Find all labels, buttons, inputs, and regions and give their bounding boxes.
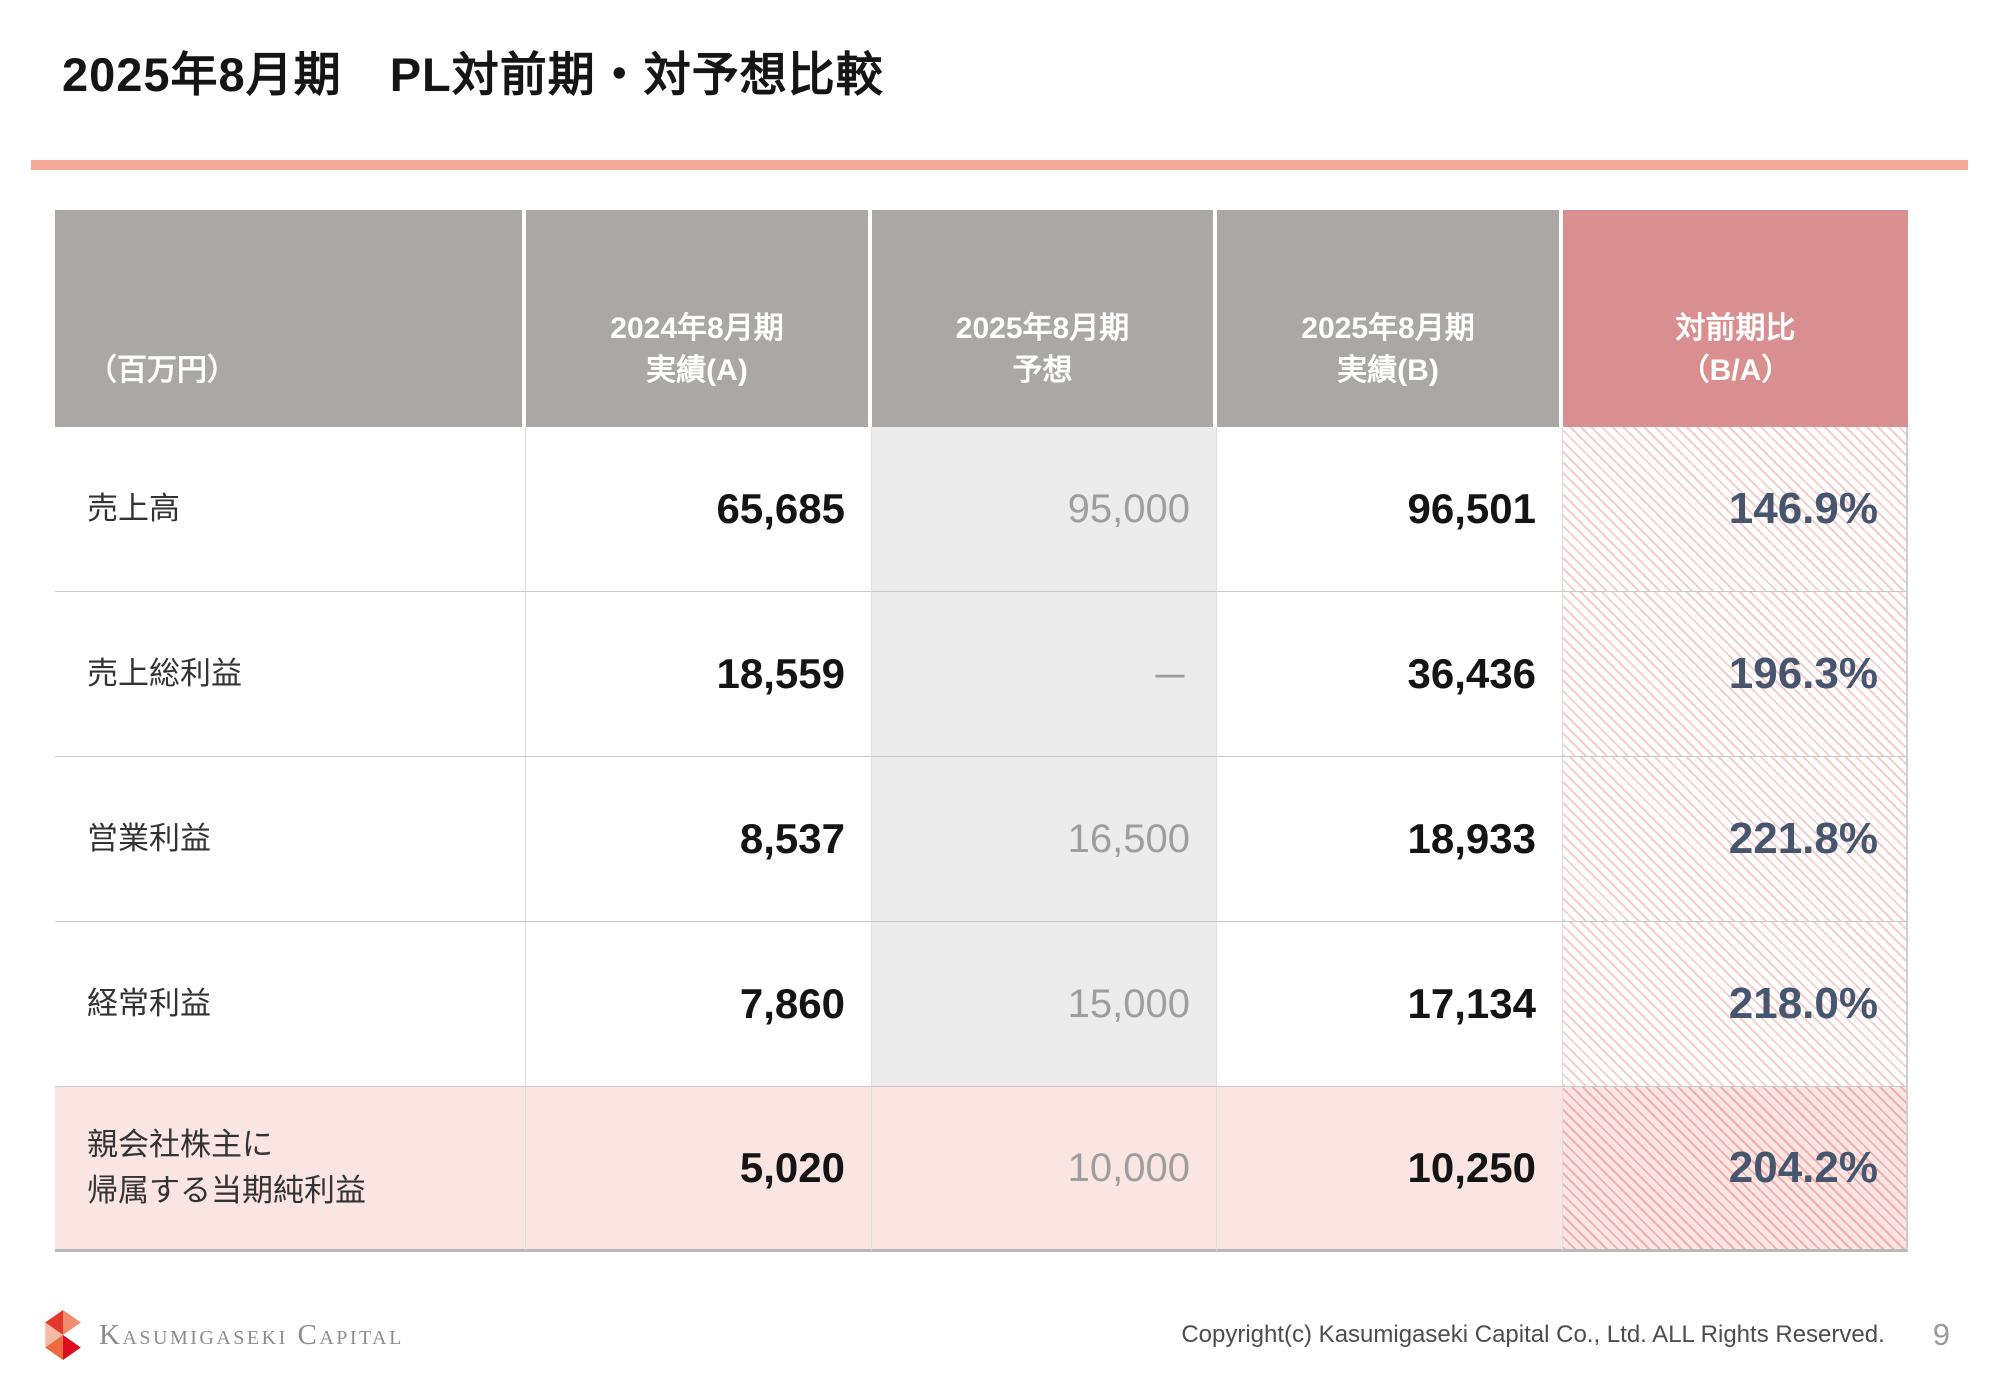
cell-actual-b: 10,250: [1217, 1087, 1563, 1252]
row-label: 営業利益: [55, 757, 526, 922]
page-number: 9: [1932, 1317, 1950, 1352]
cell-forecast: 10,000: [872, 1087, 1217, 1252]
row-label: 売上総利益: [55, 592, 526, 757]
cell-ratio: 196.3%: [1563, 592, 1908, 757]
cell-actual-a: 18,559: [526, 592, 872, 757]
cell-ratio: 146.9%: [1563, 427, 1908, 592]
cell-actual-a: 65,685: [526, 427, 872, 592]
cell-actual-b: 17,134: [1217, 922, 1563, 1087]
logo-wordmark: Kasumigaseki Capital: [99, 1318, 404, 1351]
row-label-text2: 帰属する当期純利益: [87, 1173, 366, 1208]
pl-comparison-table: （百万円） 2024年8月期 実績(A) 2025年8月期 予想 2025年8月…: [55, 210, 1908, 1252]
row-label: 売上高: [55, 427, 526, 592]
footer-right: Copyright(c) Kasumigaseki Capital Co., L…: [1181, 1317, 1950, 1353]
copyright-text: Copyright(c) Kasumigaseki Capital Co., L…: [1181, 1321, 1885, 1348]
header-line1: 2025年8月期: [955, 311, 1130, 345]
table-header-yoy-ratio: 対前期比 （B/A）: [1563, 210, 1908, 427]
table-header-fy2025-actual: 2025年8月期 実績(B): [1217, 210, 1563, 427]
row-label-text: 売上総利益: [87, 655, 242, 691]
cell-forecast: 15,000: [872, 922, 1217, 1087]
cell-ratio: 221.8%: [1563, 757, 1908, 922]
cell-forecast: －: [872, 592, 1217, 757]
cell-actual-a: 5,020: [526, 1087, 872, 1252]
cell-ratio: 218.0%: [1563, 922, 1908, 1087]
header-line1: 2024年8月期: [610, 311, 784, 345]
page-title: 2025年8月期 PL対前期・対予想比較: [62, 48, 884, 101]
header-line2: 予想: [1012, 354, 1073, 388]
cell-forecast: 16,500: [872, 757, 1217, 922]
unit-label: （百万円）: [87, 354, 237, 388]
row-label-text: 親会社株主に: [87, 1126, 273, 1162]
header-line2: 実績(A): [646, 354, 748, 388]
table-header-fy2024-actual: 2024年8月期 実績(A): [526, 210, 872, 427]
header-line1: 2025年8月期: [1301, 311, 1475, 345]
cell-actual-b: 36,436: [1217, 592, 1563, 757]
cell-actual-b: 96,501: [1217, 427, 1563, 592]
row-label: 経常利益: [55, 922, 526, 1087]
cell-forecast: 95,000: [872, 427, 1217, 592]
title-accent-bar: [31, 160, 1968, 170]
row-label: 親会社株主に 帰属する当期純利益: [55, 1087, 526, 1252]
company-logo: Kasumigaseki Capital: [45, 1310, 404, 1360]
header-line2: 実績(B): [1337, 354, 1439, 388]
row-label-text: 経常利益: [87, 985, 211, 1021]
header-line1: 対前期比: [1675, 311, 1796, 345]
cell-actual-a: 8,537: [526, 757, 872, 922]
header-line2: （B/A）: [1679, 354, 1792, 388]
table-header-fy2025-forecast: 2025年8月期 予想: [872, 210, 1217, 427]
footer: Kasumigaseki Capital Copyright(c) Kasumi…: [0, 1300, 2000, 1370]
cell-actual-b: 18,933: [1217, 757, 1563, 922]
cell-ratio: 204.2%: [1563, 1087, 1908, 1252]
logo-mark-icon: [45, 1310, 81, 1360]
cell-actual-a: 7,860: [526, 922, 872, 1087]
table-header-unit: （百万円）: [55, 210, 526, 427]
row-label-text: 売上高: [87, 490, 180, 526]
row-label-text: 営業利益: [87, 820, 211, 856]
